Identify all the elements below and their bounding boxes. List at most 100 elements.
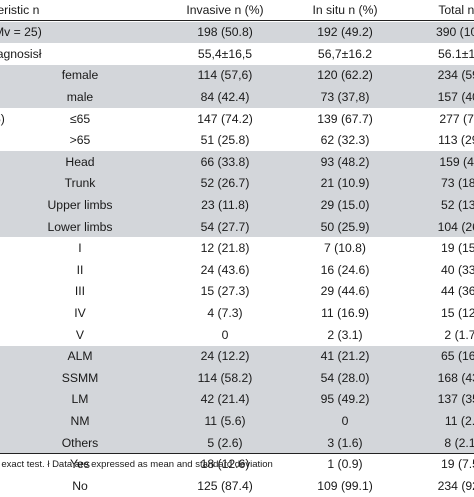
cell-in-situ: 109 (99.1)	[317, 478, 373, 493]
table-row: I 12 (21.8) 7 (10.8) 19 (15.	[0, 238, 474, 260]
cell-in-situ: 11 (16.9)	[321, 305, 369, 320]
table-row: 5) ≤65 147 (74.2) 139 (67.7) 277 (71	[0, 108, 474, 130]
row-sublabel: SSMM	[61, 370, 99, 385]
row-sublabel: Yes	[70, 457, 90, 472]
table-row: iagnosisł 55,4±16,5 56,7±16.2 56.1±16	[0, 43, 474, 65]
cell-invasive: 84 (42.4)	[200, 89, 250, 104]
cell-total: 277 (71	[439, 111, 474, 126]
row-sublabel: ALM	[67, 349, 93, 364]
cell-total: 137 (35.	[437, 392, 474, 407]
table-row: Trunk 52 (26.7) 21 (10.9) 73 (18.	[0, 172, 474, 195]
table-row: >65 51 (25.8) 62 (32.3) 113 (29.	[0, 130, 474, 152]
bottom-rule	[0, 453, 474, 455]
table-row: Mv = 25) 198 (50.8) 192 (49.2) 390 (100	[0, 21, 474, 44]
cell-in-situ: 2 (3.1)	[327, 327, 363, 342]
cell-in-situ: 192 (49.2)	[317, 25, 373, 40]
header-in-situ: In situ n (%)	[312, 2, 378, 17]
row-sublabel: IV	[74, 305, 86, 320]
table-row: Upper limbs 23 (11.8) 29 (15.0) 52 (13.	[0, 194, 474, 216]
row-label: 5)	[0, 111, 5, 126]
cell-invasive: 5 (2.6)	[207, 435, 243, 450]
table-row: No 125 (87.4) 109 (99.1) 234 (92.	[0, 475, 474, 497]
cell-in-situ: 7 (10.8)	[323, 241, 366, 256]
row-sublabel: LM	[71, 392, 89, 407]
cell-total: 19 (7.5	[441, 457, 474, 472]
cell-in-situ: 1 (0.9)	[327, 457, 363, 472]
cell-invasive: 52 (26.7)	[200, 176, 250, 191]
cell-invasive: 4 (7.3)	[207, 305, 243, 320]
row-sublabel: NM	[70, 413, 90, 428]
table-row: V 0 2 (3.1) 2 (1.7	[0, 324, 474, 346]
row-sublabel: Lower limbs	[47, 219, 113, 234]
table-row: II 24 (43.6) 16 (24.6) 40 (33.	[0, 259, 474, 281]
cell-in-situ: 29 (15.0)	[320, 197, 370, 212]
cell-invasive: 114 (58.2)	[197, 370, 253, 385]
cell-total: 8 (2.1	[444, 435, 474, 450]
header-invasive: Invasive n (%)	[186, 2, 264, 17]
cell-invasive: 18 (12.6)	[200, 457, 250, 472]
cell-invasive: 23 (11.8)	[201, 197, 249, 212]
table-row: Head 66 (33.8) 93 (48.2) 159 (41	[0, 151, 474, 173]
header-characteristic: teristic n	[0, 2, 40, 17]
table-row: III 15 (27.3) 29 (44.6) 44 (36.	[0, 281, 474, 303]
table-row: NM 11 (5.6) 0 11 (2.	[0, 410, 474, 432]
cell-total: 104 (26.	[437, 219, 474, 234]
table-header-row: teristic n Invasive n (%) In situ n (%) …	[0, 0, 474, 20]
cell-invasive: 125 (87.4)	[197, 478, 253, 493]
table-row: Others 5 (2.6) 3 (1.6) 8 (2.1	[0, 431, 474, 454]
cell-invasive: 114 (57,6)	[197, 68, 253, 83]
cell-in-situ: 73 (37,8)	[320, 89, 370, 104]
cell-total: 157 (40.	[437, 89, 474, 104]
cell-invasive: 42 (21.4)	[200, 392, 250, 407]
cell-invasive: 54 (27.7)	[200, 219, 250, 234]
cell-invasive: 24 (43.6)	[200, 262, 250, 277]
row-sublabel: female	[61, 68, 99, 83]
cell-in-situ: 29 (44.6)	[320, 284, 370, 299]
table-row: SSMM 114 (58.2) 54 (28.0) 168 (43.	[0, 367, 474, 389]
row-label: Mv = 25)	[0, 25, 42, 40]
cell-invasive: 51 (25.8)	[200, 133, 250, 148]
table-row: male 84 (42.4) 73 (37,8) 157 (40.	[0, 86, 474, 108]
table-row: IV 4 (7.3) 11 (16.9) 15 (12.	[0, 302, 474, 324]
row-sublabel: ≤65	[69, 111, 91, 126]
row-sublabel: Head	[65, 154, 95, 169]
cell-in-situ: 62 (32.3)	[320, 133, 370, 148]
cell-total: 234 (92.	[437, 478, 474, 493]
row-sublabel	[0, 22, 160, 44]
table-row: ALM 24 (12.2) 41 (21.2) 65 (16.	[0, 345, 474, 368]
cell-total: 113 (29.	[438, 133, 474, 148]
row-sublabel: Trunk	[64, 176, 96, 191]
cell-total: 73 (18.	[441, 176, 474, 191]
cell-in-situ: 0	[341, 413, 349, 428]
row-sublabel: Upper limbs	[47, 197, 113, 212]
header-total: Total n (	[438, 2, 474, 17]
cell-invasive: 24 (12.2)	[200, 349, 250, 364]
cell-invasive: 15 (27.3)	[200, 284, 250, 299]
cell-in-situ: 54 (28.0)	[320, 370, 370, 385]
cell-in-situ: 56,7±16.2	[317, 46, 373, 61]
row-label: iagnosisł	[0, 46, 42, 61]
cell-total: 52 (13.	[441, 197, 474, 212]
cell-total: 19 (15.	[441, 241, 474, 256]
row-sublabel: V	[75, 327, 85, 342]
row-sublabel: male	[66, 89, 94, 104]
row-sublabel: Others	[61, 435, 99, 450]
cell-invasive: 11 (5.6)	[204, 413, 246, 428]
cell-total: 56.1±16	[438, 46, 474, 61]
cell-invasive: 12 (21.8)	[200, 241, 250, 256]
cell-invasive: 198 (50.8)	[197, 25, 253, 40]
table-row: Yes 18 (12.6) 1 (0.9) 19 (7.5	[0, 454, 474, 476]
cell-total: 159 (41	[439, 154, 474, 169]
cell-invasive: 55,4±16,5	[197, 46, 253, 61]
table-footnote: s exact test. ł Data are expressed as me…	[0, 459, 273, 470]
row-sublabel: No	[72, 478, 88, 493]
cell-in-situ: 3 (1.6)	[327, 435, 363, 450]
row-sublabel: II	[76, 262, 84, 277]
cell-total: 65 (16.	[441, 349, 474, 364]
cell-in-situ: 93 (48.2)	[320, 154, 370, 169]
cell-in-situ: 21 (10.9)	[320, 176, 370, 191]
cell-total: 15 (12.	[441, 305, 474, 320]
row-sublabel	[0, 43, 160, 65]
